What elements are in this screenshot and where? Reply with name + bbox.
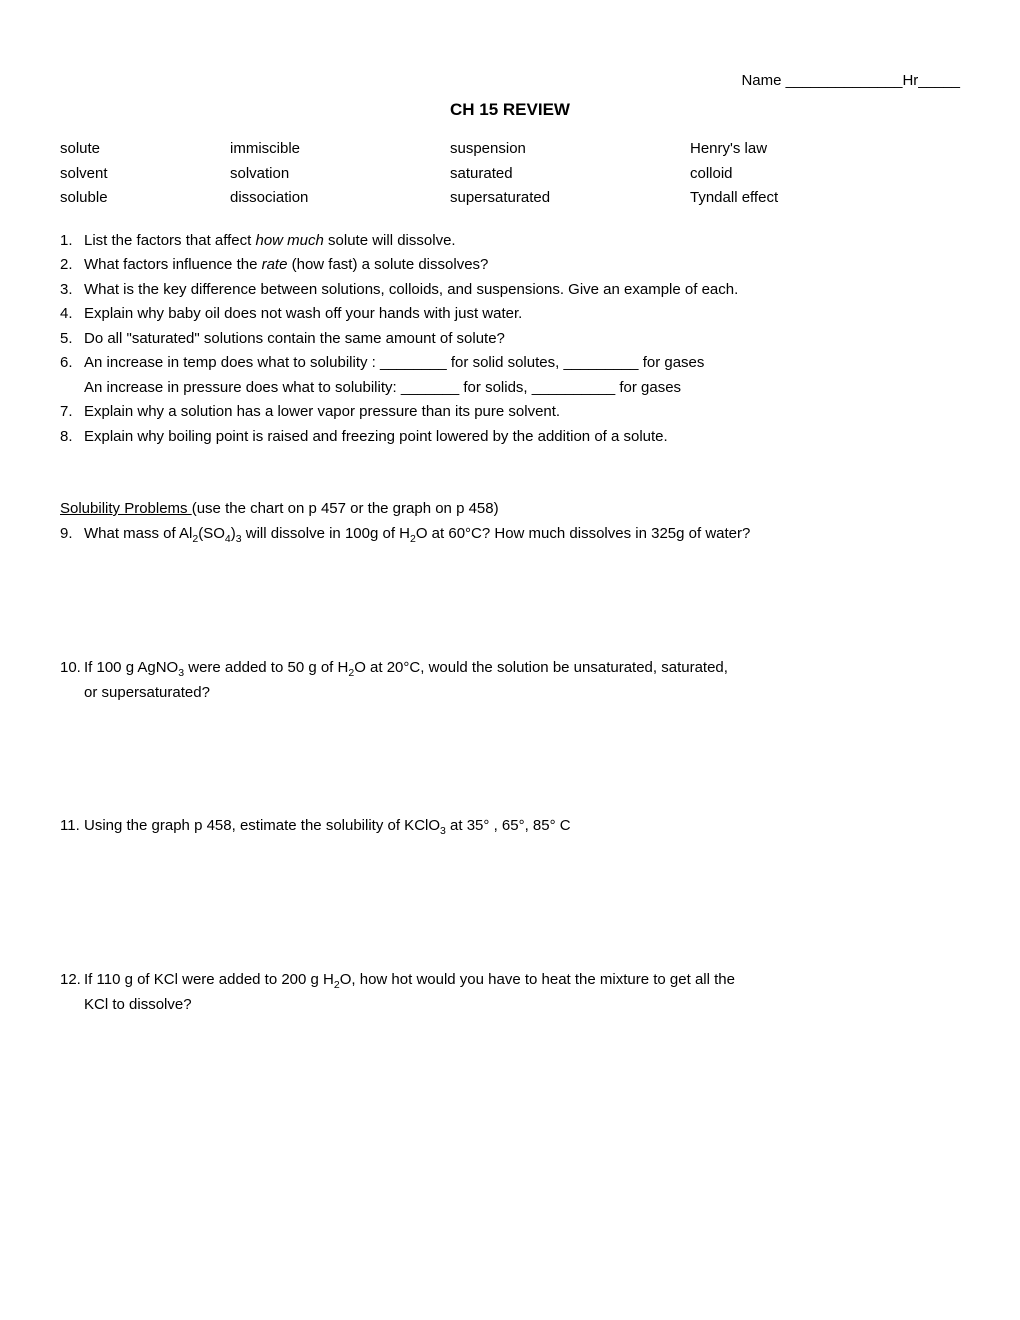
solubility-note: (use the chart on p 457 or the graph on … bbox=[192, 500, 499, 517]
q-text: Do all "saturated" solutions contain the… bbox=[84, 328, 960, 351]
vocab-item: soluble bbox=[60, 187, 230, 210]
problem-12: 12. If 110 g of KCl were added to 200 g … bbox=[60, 969, 960, 1016]
question-8: 8. Explain why boiling point is raised a… bbox=[60, 426, 960, 449]
vocab-item: dissociation bbox=[230, 187, 450, 210]
name-label: Name ______________ bbox=[741, 72, 902, 89]
vocab-item: Tyndall effect bbox=[690, 187, 960, 210]
vocab-section: solute solvent soluble immiscible solvat… bbox=[60, 138, 960, 212]
problem-10: 10. If 100 g AgNO3 were added to 50 g of… bbox=[60, 657, 960, 704]
question-1: 1. List the factors that affect how much… bbox=[60, 230, 960, 253]
q-text: An increase in temp does what to solubil… bbox=[84, 352, 960, 375]
q-num: 10. bbox=[60, 657, 84, 682]
vocab-col-3: suspension saturated supersaturated bbox=[450, 138, 690, 212]
question-3: 3. What is the key difference between so… bbox=[60, 279, 960, 302]
vocab-col-1: solute solvent soluble bbox=[60, 138, 230, 212]
problem-11: 11. Using the graph p 458, estimate the … bbox=[60, 815, 960, 840]
vocab-item: Henry's law bbox=[690, 138, 960, 161]
q-text-line2: KCl to dissolve? bbox=[60, 994, 960, 1017]
hr-label: Hr_____ bbox=[902, 72, 960, 89]
q-num: 8. bbox=[60, 426, 84, 449]
page-title: CH 15 REVIEW bbox=[60, 97, 960, 123]
q-text: Explain why a solution has a lower vapor… bbox=[84, 401, 960, 424]
problem-9: 9. What mass of Al2(SO4)3 will dissolve … bbox=[60, 523, 960, 548]
solubility-section-header: Solubility Problems (use the chart on p … bbox=[60, 498, 960, 521]
q-num: 12. bbox=[60, 969, 84, 994]
vocab-item: saturated bbox=[450, 163, 690, 186]
q-text: Using the graph p 458, estimate the solu… bbox=[84, 815, 960, 840]
question-6: 6. An increase in temp does what to solu… bbox=[60, 352, 960, 375]
header-name-hr: Name ______________Hr_____ bbox=[60, 70, 960, 93]
q-text: What mass of Al2(SO4)3 will dissolve in … bbox=[84, 523, 960, 548]
question-4: 4. Explain why baby oil does not wash of… bbox=[60, 303, 960, 326]
q-num: 3. bbox=[60, 279, 84, 302]
question-5: 5. Do all "saturated" solutions contain … bbox=[60, 328, 960, 351]
q-num: 1. bbox=[60, 230, 84, 253]
q-num: 2. bbox=[60, 254, 84, 277]
vocab-item: solvation bbox=[230, 163, 450, 186]
vocab-item: solute bbox=[60, 138, 230, 161]
vocab-item: immiscible bbox=[230, 138, 450, 161]
vocab-col-2: immiscible solvation dissociation bbox=[230, 138, 450, 212]
vocab-item: solvent bbox=[60, 163, 230, 186]
q-text: What is the key difference between solut… bbox=[84, 279, 960, 302]
q-text: If 100 g AgNO3 were added to 50 g of H2O… bbox=[84, 657, 960, 682]
q-num: 11. bbox=[60, 815, 84, 840]
question-6b: An increase in pressure does what to sol… bbox=[60, 377, 960, 400]
q-text: What factors influence the rate (how fas… bbox=[84, 254, 960, 277]
vocab-item: suspension bbox=[450, 138, 690, 161]
q-num: 5. bbox=[60, 328, 84, 351]
q-text: An increase in pressure does what to sol… bbox=[84, 379, 681, 396]
vocab-col-4: Henry's law colloid Tyndall effect bbox=[690, 138, 960, 212]
questions-section: 1. List the factors that affect how much… bbox=[60, 230, 960, 449]
solubility-title: Solubility Problems bbox=[60, 500, 192, 517]
q-text: List the factors that affect how much so… bbox=[84, 230, 960, 253]
vocab-item: colloid bbox=[690, 163, 960, 186]
q-num: 9. bbox=[60, 523, 84, 548]
q-num: 7. bbox=[60, 401, 84, 424]
q-text: If 110 g of KCl were added to 200 g H2O,… bbox=[84, 969, 960, 994]
vocab-item: supersaturated bbox=[450, 187, 690, 210]
q-text-line2: or supersaturated? bbox=[60, 682, 960, 705]
q-text: Explain why boiling point is raised and … bbox=[84, 426, 960, 449]
q-num: 4. bbox=[60, 303, 84, 326]
q-num: 6. bbox=[60, 352, 84, 375]
q-text: Explain why baby oil does not wash off y… bbox=[84, 303, 960, 326]
question-2: 2. What factors influence the rate (how … bbox=[60, 254, 960, 277]
question-7: 7. Explain why a solution has a lower va… bbox=[60, 401, 960, 424]
